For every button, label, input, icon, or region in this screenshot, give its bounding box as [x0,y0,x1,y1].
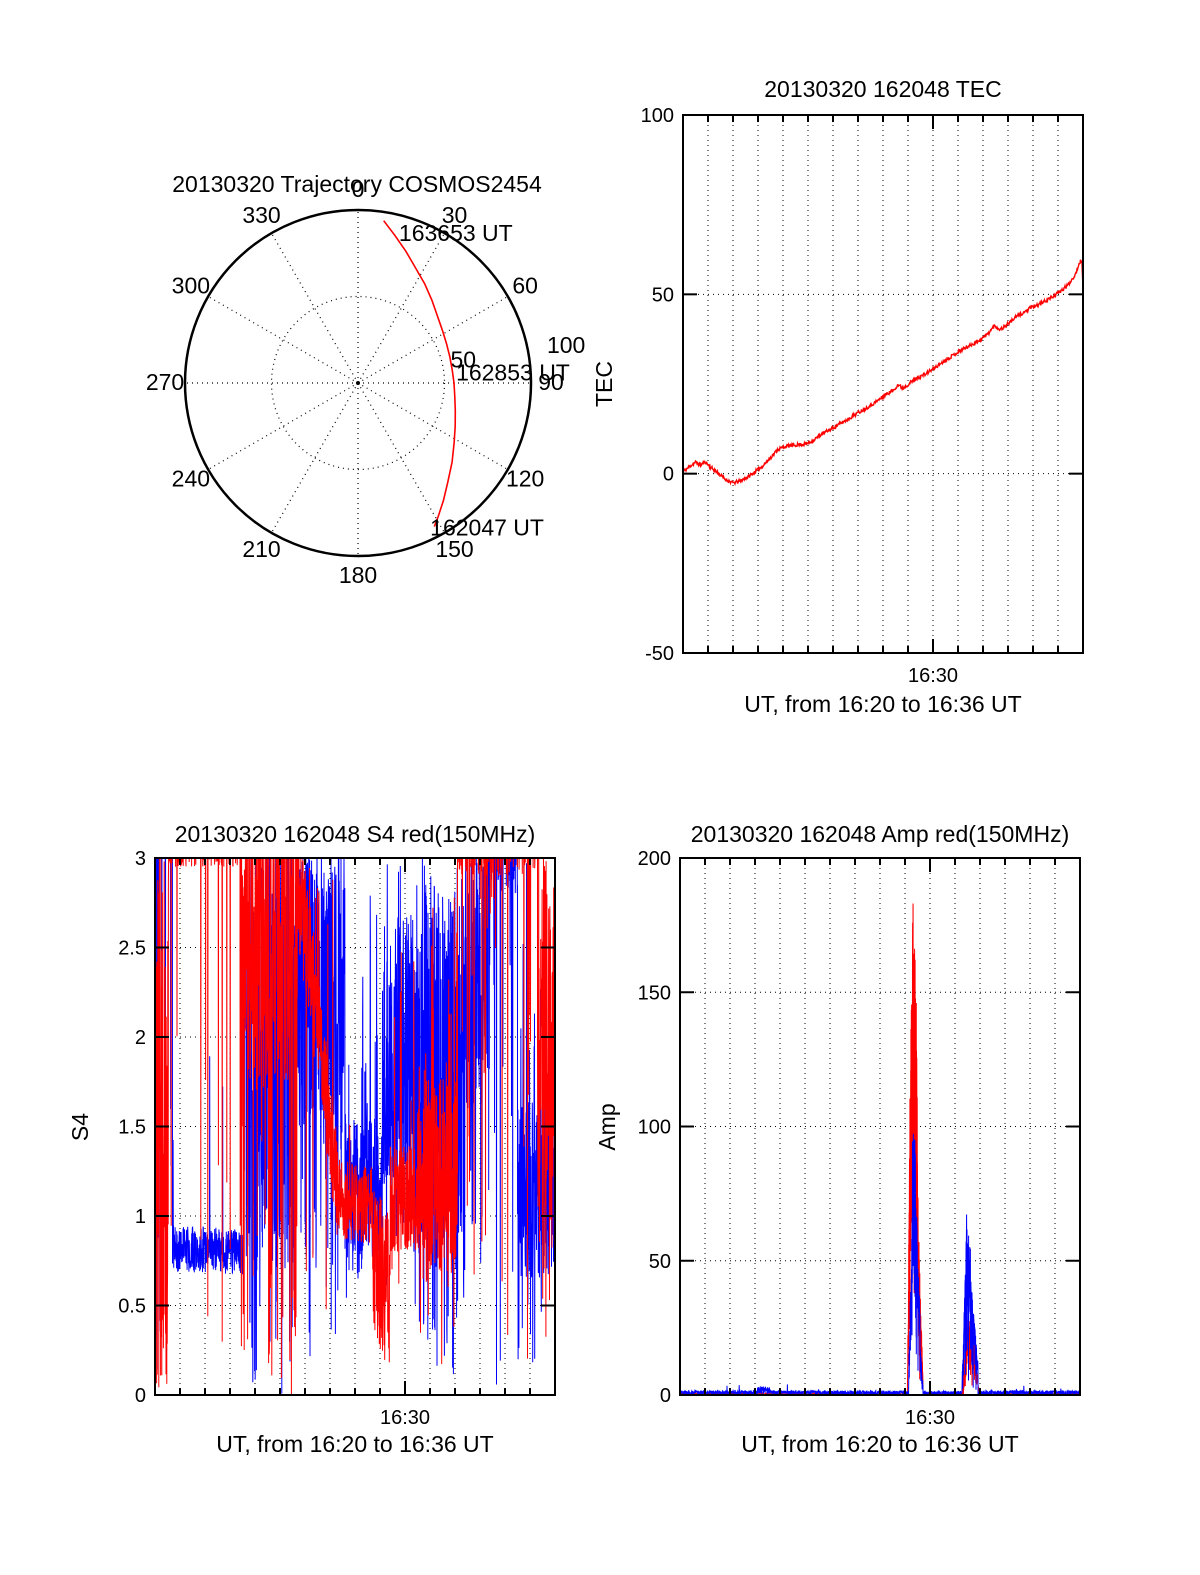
s4-chart: 20130320 162048 S4 red(150MHz) S4 UT, fr… [67,821,556,1457]
azimuth-label: 150 [435,536,473,562]
series-tec [683,259,1083,487]
satellite-trajectory [383,220,457,527]
trajectory-polar-plot: 20130320 Trajectory COSMOS2454 0 30 60 90 12… [146,171,586,588]
y-tick-label: 2 [135,1027,146,1049]
y-tick-label: 3 [135,848,146,870]
azimuth-label: 90 [538,369,564,395]
trajectory-title: 20130320 Trajectory COSMOS2454 [172,171,542,197]
trajectory-time-annotation: 162853 UT [456,360,570,386]
amp-title: 20130320 162048 Amp red(150MHz) [691,821,1069,847]
azimuth-label: 300 [172,273,210,299]
s4-y-axis-label: S4 [67,1113,93,1141]
polar-spoke [207,382,359,471]
series-s4-blue [155,857,555,1394]
x-tick-label: 16:30 [908,665,958,687]
y-tick-label: 1 [135,1206,146,1228]
azimuth-label: 120 [506,466,544,492]
trajectory-polar-render: 0 30 60 90 120 150 180 210 240 270 300 330 50 100 1636… [146,176,586,588]
series-amp-blue [680,1133,1080,1396]
amp-x-axis-label: UT, from 16:20 to 16:36 UT [741,1431,1018,1457]
azimuth-label: 0 [352,176,365,202]
azimuth-label: 60 [512,273,538,299]
radial-tick-label: 50 [450,347,476,373]
s4-plot-render: 0 0.5 1 1.5 2 2.5 3 16:30 [118,848,556,1429]
polar-outer-circle [183,208,533,558]
polar-center-dot [356,381,360,385]
y-tick-label: 0.5 [118,1296,146,1318]
tec-y-axis-label: TEC [591,361,617,407]
azimuth-label: 270 [146,369,184,395]
x-tick-label: 16:30 [905,1407,955,1429]
y-tick-label: 0 [660,1385,671,1407]
polar-inner-circle [270,295,446,471]
y-tick-label: 50 [649,1251,671,1273]
s4-x-axis-label: UT, from 16:20 to 16:36 UT [216,1431,493,1457]
radial-tick-label: 100 [547,332,585,358]
azimuth-label: 240 [172,466,210,492]
polar-spoke [357,232,446,384]
trajectory-time-annotation: 163653 UT [399,220,513,246]
series-group [680,903,1080,1396]
azimuth-label: 210 [242,536,280,562]
y-tick-label: -50 [645,643,674,665]
azimuth-label: 180 [339,562,377,588]
y-tick-label: 150 [638,982,671,1004]
y-tick-label: 0 [135,1385,146,1407]
series-amp-red [680,903,1080,1396]
y-tick-label: 2.5 [118,938,146,960]
tec-plot-render: -50 0 50 100 16:30 [641,105,1084,687]
azimuth-label: 330 [242,202,280,228]
tec-title: 20130320 162048 TEC [764,76,1001,102]
amp-chart: 20130320 162048 Amp red(150MHz) Amp UT, … [594,821,1081,1457]
amp-y-axis-label: Amp [594,1103,620,1150]
tec-chart: 20130320 162048 TEC TEC UT, from 16:20 t… [591,76,1084,717]
y-tick-label: 200 [638,848,671,870]
s4-title: 20130320 162048 S4 red(150MHz) [175,821,536,847]
azimuth-label: 30 [442,202,468,228]
x-tick-label: 16:30 [380,1407,430,1429]
polar-spoke [270,232,359,384]
y-tick-label: 100 [638,1117,671,1139]
series-group [683,259,1083,487]
trajectory-time-annotation: 162047 UT [430,514,544,540]
y-tick-label: 50 [652,284,674,306]
series-group [155,857,555,1395]
polar-spoke [207,295,359,384]
amp-plot-render: 0 50 100 150 200 16:30 [638,848,1081,1429]
y-tick-label: 100 [641,105,674,127]
tec-x-axis-label: UT, from 16:20 to 16:36 UT [744,691,1021,717]
series-s4-red [155,857,555,1395]
y-tick-label: 1.5 [118,1117,146,1139]
y-tick-label: 0 [663,464,674,486]
